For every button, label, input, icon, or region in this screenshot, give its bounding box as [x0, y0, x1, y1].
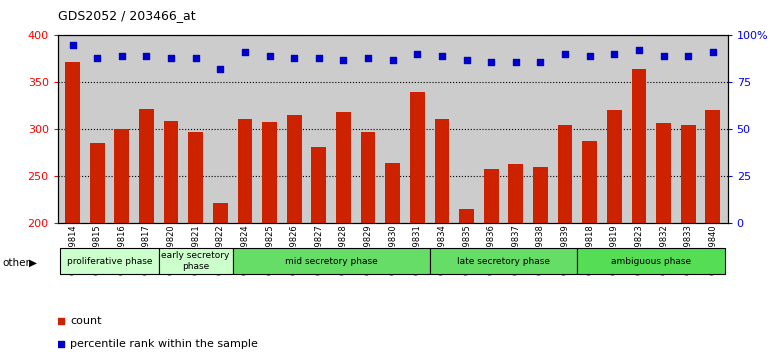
Point	[510, 59, 522, 64]
Bar	[336, 112, 351, 223]
Point	[707, 50, 719, 55]
Bar	[286, 115, 302, 223]
Bar	[262, 122, 277, 223]
Text: percentile rank within the sample: percentile rank within the sample	[70, 338, 258, 349]
Bar	[631, 69, 646, 223]
Text: early secretory
phase: early secretory phase	[162, 251, 230, 271]
Bar	[705, 110, 720, 223]
Text: count: count	[70, 315, 102, 326]
Point	[140, 53, 152, 59]
Point	[387, 57, 399, 63]
Bar	[65, 62, 80, 223]
Bar	[237, 119, 253, 223]
Bar	[139, 109, 154, 223]
Point	[421, 262, 434, 268]
Bar	[578, 248, 725, 274]
Point	[165, 55, 177, 61]
Point	[658, 53, 670, 59]
Bar	[60, 248, 159, 274]
Bar	[430, 248, 578, 274]
Bar	[233, 248, 430, 274]
Point	[362, 55, 374, 61]
Text: ▶: ▶	[29, 258, 37, 268]
Text: GDS2052 / 203466_at: GDS2052 / 203466_at	[58, 9, 196, 22]
Bar	[484, 169, 499, 223]
Point	[66, 42, 79, 48]
Point	[682, 53, 695, 59]
Bar	[533, 167, 548, 223]
Text: mid secretory phase: mid secretory phase	[285, 257, 377, 266]
Bar	[385, 163, 400, 223]
Text: proliferative phase: proliferative phase	[67, 257, 152, 266]
Bar	[159, 248, 233, 274]
Bar	[311, 147, 326, 223]
Bar	[164, 121, 179, 223]
Point	[411, 51, 424, 57]
Point	[608, 51, 621, 57]
Bar	[115, 129, 129, 223]
Bar	[360, 132, 376, 223]
Bar	[656, 122, 671, 223]
Bar	[508, 164, 524, 223]
Point	[337, 57, 350, 63]
Point	[214, 66, 226, 72]
Bar	[557, 125, 572, 223]
Bar	[189, 132, 203, 223]
Text: late secretory phase: late secretory phase	[457, 257, 550, 266]
Point	[263, 53, 276, 59]
Text: ambiguous phase: ambiguous phase	[611, 257, 691, 266]
Point	[485, 59, 497, 64]
Bar	[681, 125, 695, 223]
Bar	[582, 141, 597, 223]
Bar	[434, 119, 450, 223]
Point	[288, 55, 300, 61]
Point	[436, 53, 448, 59]
Point	[534, 59, 547, 64]
Bar	[213, 203, 228, 223]
Point	[239, 50, 251, 55]
Point	[633, 47, 645, 53]
Text: other: other	[2, 258, 30, 268]
Point	[421, 53, 434, 58]
Bar	[459, 209, 474, 223]
Point	[559, 51, 571, 57]
Bar	[90, 143, 105, 223]
Point	[189, 55, 202, 61]
Point	[584, 53, 596, 59]
Point	[116, 53, 128, 59]
Point	[460, 57, 473, 63]
Bar	[607, 110, 621, 223]
Bar	[410, 92, 425, 223]
Point	[91, 55, 103, 61]
Point	[313, 55, 325, 61]
